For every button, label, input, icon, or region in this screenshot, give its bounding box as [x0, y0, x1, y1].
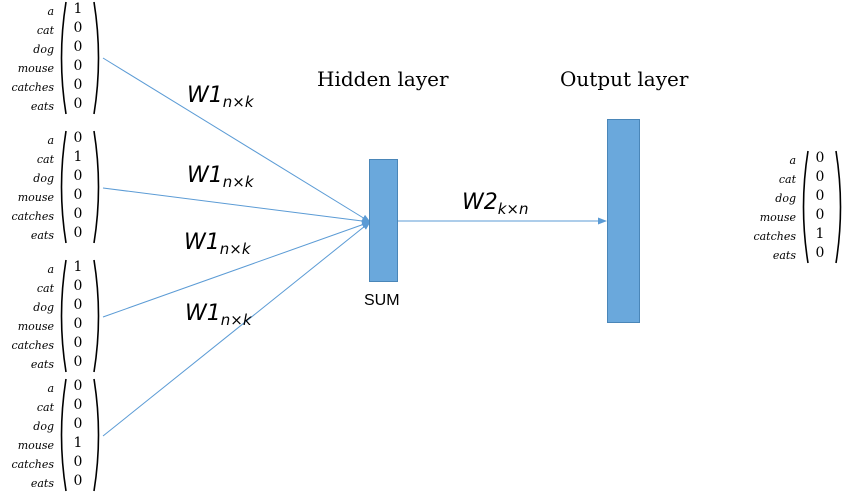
weight-label-3: W1n×k [184, 230, 251, 258]
word-label: dog [775, 192, 796, 205]
vector-value: 1 [815, 226, 825, 242]
left-paren [60, 378, 67, 492]
word-label: dog [33, 420, 54, 433]
vector-value: 0 [73, 416, 83, 432]
word-label: a [47, 263, 54, 276]
left-paren [60, 259, 67, 373]
left-paren [60, 130, 67, 244]
vector-value: 0 [73, 335, 83, 351]
right-paren [93, 130, 100, 244]
vector-value: 0 [73, 130, 83, 146]
word-label: eats [30, 358, 54, 371]
vector-value: 0 [73, 397, 83, 413]
input-arrow-3 [102, 221, 371, 318]
word-label: a [47, 5, 54, 18]
vector-value: 0 [73, 378, 83, 394]
vector-value: 1 [73, 1, 83, 17]
word-label: eats [30, 477, 54, 490]
vector-value: 0 [815, 169, 825, 185]
input-vector-4: a cat dog mouse catches eats 0 0 0 1 0 0 [0, 377, 110, 493]
word-label: catches [11, 81, 54, 94]
left-paren [60, 1, 67, 115]
input-arrow-4 [102, 221, 371, 437]
sum-label: SUM [364, 292, 400, 309]
output-vector: a cat dog mouse catches eats 0 0 0 0 1 0 [742, 149, 845, 265]
vector-value: 0 [815, 245, 825, 261]
input-arrow-1 [102, 57, 371, 223]
word-label: mouse [17, 62, 54, 75]
vector-value: 0 [73, 187, 83, 203]
vector-value: 0 [73, 473, 83, 489]
word-label: eats [30, 229, 54, 242]
word-label: mouse [17, 439, 54, 452]
word-label: eats [30, 100, 54, 113]
vector-value: 1 [73, 435, 83, 451]
vector-value: 0 [73, 168, 83, 184]
vector-value: 0 [73, 225, 83, 241]
weight-label-4: W1n×k [185, 301, 252, 329]
vector-value: 0 [73, 316, 83, 332]
vector-value: 0 [73, 77, 83, 93]
vector-value: 0 [815, 207, 825, 223]
word-label: cat [36, 282, 54, 295]
vector-value: 0 [73, 278, 83, 294]
vector-value: 0 [815, 188, 825, 204]
vector-value: 0 [73, 454, 83, 470]
word-label: cat [778, 173, 796, 186]
word-label: dog [33, 301, 54, 314]
word-label: a [789, 154, 796, 167]
word-label: dog [33, 172, 54, 185]
vector-value: 0 [815, 150, 825, 166]
vector-value: 1 [73, 149, 83, 165]
word-label: a [47, 134, 54, 147]
left-paren [802, 150, 809, 264]
input-vector-1: a cat dog mouse catches eats 1 0 0 0 0 0 [0, 0, 110, 116]
vector-value: 1 [73, 259, 83, 275]
word-label: mouse [759, 211, 796, 224]
word-label: eats [772, 249, 796, 262]
word-label: cat [36, 153, 54, 166]
word-label: catches [11, 339, 54, 352]
word-label: catches [11, 458, 54, 471]
hidden-layer-label: Hidden layer [317, 67, 449, 91]
output-layer-label: Output layer [560, 67, 689, 91]
w2-label: W2k×n [462, 190, 529, 218]
right-paren [93, 259, 100, 373]
vector-value: 0 [73, 39, 83, 55]
input-vector-3: a cat dog mouse catches eats 1 0 0 0 0 0 [0, 258, 110, 374]
word-label: dog [33, 43, 54, 56]
vector-value: 0 [73, 96, 83, 112]
right-paren [93, 378, 100, 492]
word-label: catches [753, 230, 796, 243]
word-label: mouse [17, 191, 54, 204]
input-arrow-2 [102, 187, 371, 225]
word-label: mouse [17, 320, 54, 333]
input-vector-2: a cat dog mouse catches eats 0 1 0 0 0 0 [0, 129, 110, 245]
vector-value: 0 [73, 297, 83, 313]
weight-label-1: W1n×k [187, 83, 254, 111]
right-paren [835, 150, 842, 264]
vector-value: 0 [73, 20, 83, 36]
word-label: catches [11, 210, 54, 223]
vector-value: 0 [73, 354, 83, 370]
word-label: cat [36, 24, 54, 37]
word-label: cat [36, 401, 54, 414]
output-layer-box [607, 119, 640, 323]
hidden-layer-box [369, 159, 398, 282]
vector-value: 0 [73, 206, 83, 222]
weight-label-2: W1n×k [187, 163, 254, 191]
right-paren [93, 1, 100, 115]
word-label: a [47, 382, 54, 395]
vector-value: 0 [73, 58, 83, 74]
